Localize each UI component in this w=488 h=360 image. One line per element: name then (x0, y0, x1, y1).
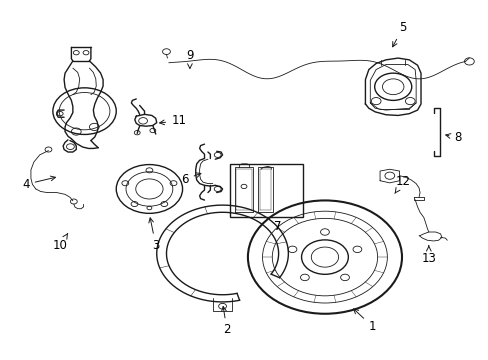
Text: 12: 12 (394, 175, 409, 193)
Text: 11: 11 (159, 114, 186, 127)
Bar (229, 163, 303, 217)
Text: 10: 10 (53, 234, 67, 252)
Text: 13: 13 (421, 246, 435, 265)
Text: 4: 4 (22, 176, 55, 191)
Text: 1: 1 (353, 309, 375, 333)
Text: 3: 3 (148, 218, 159, 252)
Text: 2: 2 (221, 306, 230, 336)
Text: 6: 6 (181, 173, 201, 186)
Text: 8: 8 (445, 131, 461, 144)
Text: 5: 5 (392, 21, 406, 47)
Text: 9: 9 (186, 49, 193, 68)
Text: 7: 7 (273, 220, 281, 233)
